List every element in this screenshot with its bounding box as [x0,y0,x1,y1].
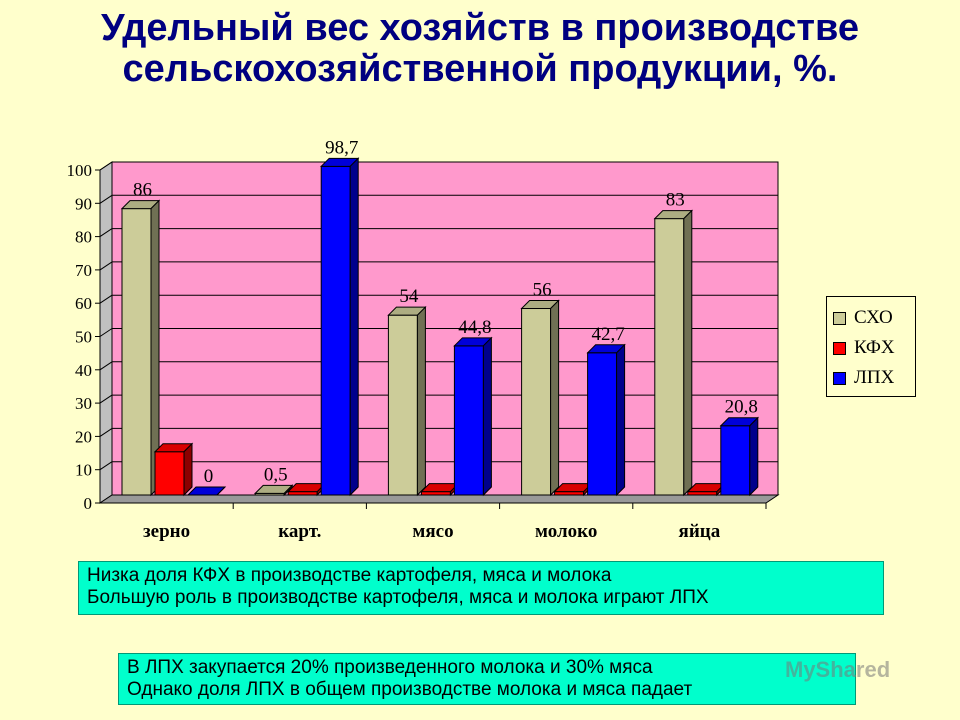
legend-item: ЛПХ [833,363,909,393]
tick-label: 70 [75,261,92,280]
gridline-side [99,394,113,404]
bar [253,484,294,497]
gridline-side [99,228,113,238]
gridline-side [99,261,113,271]
bar-front [154,451,185,496]
bar [453,336,493,497]
bar-side [216,486,226,496]
bar [653,209,694,497]
tick-label: 50 [75,328,92,347]
note-box-1: Низка доля КФХ в производстве картофеля,… [78,561,884,615]
watermark: MyShared [785,657,891,682]
gridline-side [99,461,113,471]
bar [120,199,161,497]
tick-label: 10 [75,461,92,480]
legend: СХО КФХ ЛПХ [826,296,916,397]
tick-label: 30 [75,394,92,413]
bar-chart: 0 10 20 30 40 50 60 70 80 90 100 86 0 0,5 98,7 54 44,8 56… [67,137,780,542]
x-axis-labels: зерно карт. мясо молоко яйца [143,503,767,542]
gridline-side [99,328,113,337]
legend-swatch [833,371,846,385]
category-label: яйца [679,521,721,542]
data-label: 44,8 [458,317,491,338]
category-label: зерно [143,521,190,542]
data-label: 98,7 [325,137,358,158]
category-label: карт. [278,521,321,542]
bar-front [387,314,418,496]
bar-side [349,157,359,497]
category-label: молоко [535,521,597,542]
bar [387,305,427,497]
category-label: мясо [412,521,453,542]
data-label: 86 [133,180,152,201]
data-label: 83 [666,190,685,211]
bar-front [121,208,152,496]
legend-label: КФХ [854,337,895,358]
bar [153,442,194,497]
chart-floor [98,494,780,504]
data-label: 54 [399,286,419,307]
tick-label: 0 [84,494,93,513]
data-label: 20,8 [725,397,758,418]
bar [719,416,760,497]
bar [186,486,227,496]
data-label: 56 [533,280,552,301]
note-1-line-1: Низка доля КФХ в производстве картофеля,… [87,565,612,586]
legend-swatch [833,341,846,355]
legend-label: СХО [854,307,893,328]
gridline-side [99,194,113,204]
bar-front [587,352,618,496]
bar-front [521,308,552,496]
bar-side [416,305,426,497]
note-2-line-2: Однако доля ЛПХ в общем производстве мол… [127,679,693,700]
gridline-side [99,294,113,304]
tick-label: 90 [75,194,92,213]
bar-side [482,336,492,497]
bar-side [616,343,626,497]
note-1-line-2: Большую роль в производстве картофеля, м… [87,587,709,608]
chart-title: Удельный вес хозяйств в производстве сел… [101,7,859,90]
bar-front [720,425,751,496]
tick-label: 40 [75,361,92,380]
bar [319,157,360,497]
gridline-side [99,427,113,437]
bar-side [183,442,193,497]
note-2-line-1: В ЛПХ закупается 20% произведенного моло… [127,657,653,678]
gridline-side [99,161,113,171]
data-label: 0,5 [264,464,288,485]
bar [586,343,626,497]
data-label: 0 [204,466,214,487]
tick-label: 60 [75,294,92,313]
bar-front [654,218,685,496]
bar-side [550,299,560,497]
legend-item: КФХ [833,333,909,363]
data-labels: 86 0 0,5 98,7 54 44,8 56 42,7 83 20,8 [133,137,758,487]
data-label: 42,7 [591,324,624,345]
legend-label: ЛПХ [854,367,895,388]
y-axis-ticks: 0 10 20 30 40 50 60 70 80 90 100 [67,161,100,513]
tick-label: 20 [75,427,92,446]
tick-label: 80 [75,228,92,247]
legend-swatch [833,311,846,325]
bar-side [683,209,693,497]
legend-item: СХО [833,303,909,333]
bar-front [453,345,484,496]
bar-front [320,165,351,496]
bar-side [749,416,759,497]
bar [520,299,560,497]
bars [120,157,760,497]
tick-label: 100 [67,161,93,180]
note-box-2: В ЛПХ закупается 20% произведенного моло… [118,653,856,705]
gridline-side [99,361,113,371]
